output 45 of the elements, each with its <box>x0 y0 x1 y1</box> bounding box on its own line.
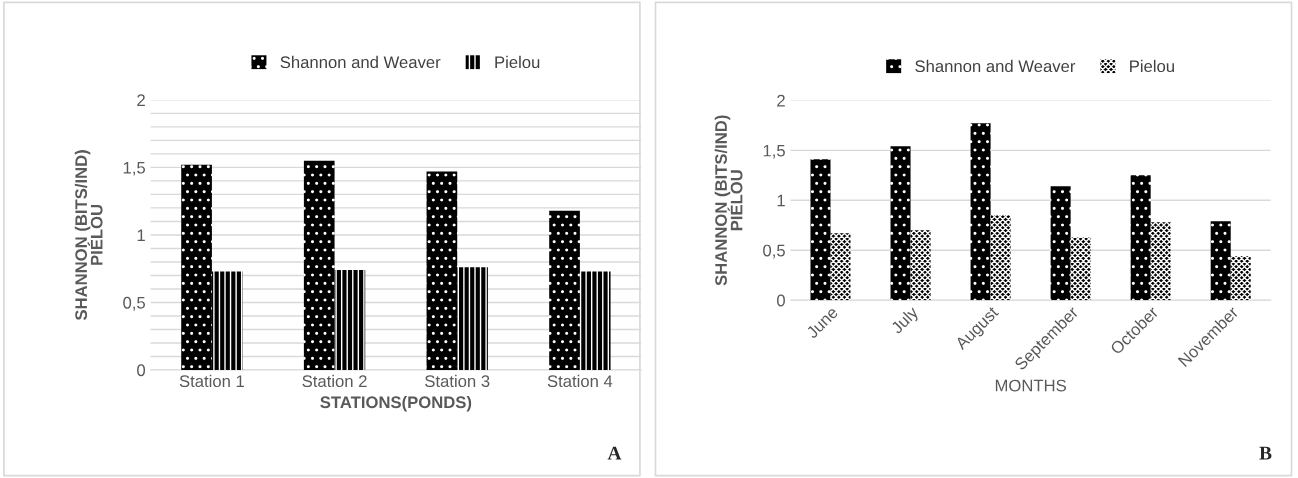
bar <box>1210 221 1231 301</box>
bar <box>970 123 991 301</box>
bar <box>457 267 488 370</box>
legend-label: Pielou <box>1130 59 1174 73</box>
y-tick-label: 0 <box>137 364 146 377</box>
y-tick-label: 0,5 <box>123 296 146 311</box>
bar <box>910 230 931 301</box>
bar <box>1150 222 1171 301</box>
bar <box>1050 186 1071 301</box>
x-tick-label: Station 4 <box>547 374 613 388</box>
bar <box>549 210 580 370</box>
y-tick-label: 1 <box>777 194 785 207</box>
bar <box>1230 256 1251 301</box>
y-tick-label: 2 <box>137 94 145 106</box>
text: A <box>607 446 622 460</box>
bar <box>426 171 458 370</box>
bar <box>303 160 335 370</box>
x-tick-label: Station 3 <box>425 374 490 388</box>
bar <box>579 271 611 370</box>
x-axis-title: STATIONS(PONDS) <box>320 395 472 412</box>
y-tick-label: 0,5 <box>763 244 785 259</box>
y-tick-label: 1 <box>137 229 145 241</box>
text: B <box>1259 446 1272 460</box>
x-axis-title: MONTHS <box>995 379 1066 392</box>
y-tick-label: 0 <box>777 294 785 307</box>
bar <box>1130 175 1151 301</box>
legend-label: Shannon and Weaver <box>915 59 1076 73</box>
bar <box>1070 237 1091 301</box>
y-axis-title: SHANNON (BITS/IND) PIÉLOU <box>74 150 103 321</box>
y-tick-label: 1,5 <box>763 144 785 159</box>
bar <box>810 159 831 301</box>
y-tick-label: 1,5 <box>123 161 146 176</box>
x-tick-label: July <box>889 305 922 337</box>
y-tick-label: 2 <box>777 94 785 107</box>
bar <box>890 146 911 301</box>
bar <box>181 164 212 370</box>
x-tick-label: Station 2 <box>302 374 367 388</box>
bar <box>211 271 243 370</box>
y-axis-title: SHANNON (BITS/IND) PIÉLOU <box>714 115 743 286</box>
bar <box>830 233 851 301</box>
legend-label: Shannon and Weaver <box>280 55 441 69</box>
bar <box>990 215 1011 301</box>
legend-label: Pielou <box>495 55 540 69</box>
bar <box>334 270 366 370</box>
x-tick-label: Station 1 <box>179 374 244 388</box>
